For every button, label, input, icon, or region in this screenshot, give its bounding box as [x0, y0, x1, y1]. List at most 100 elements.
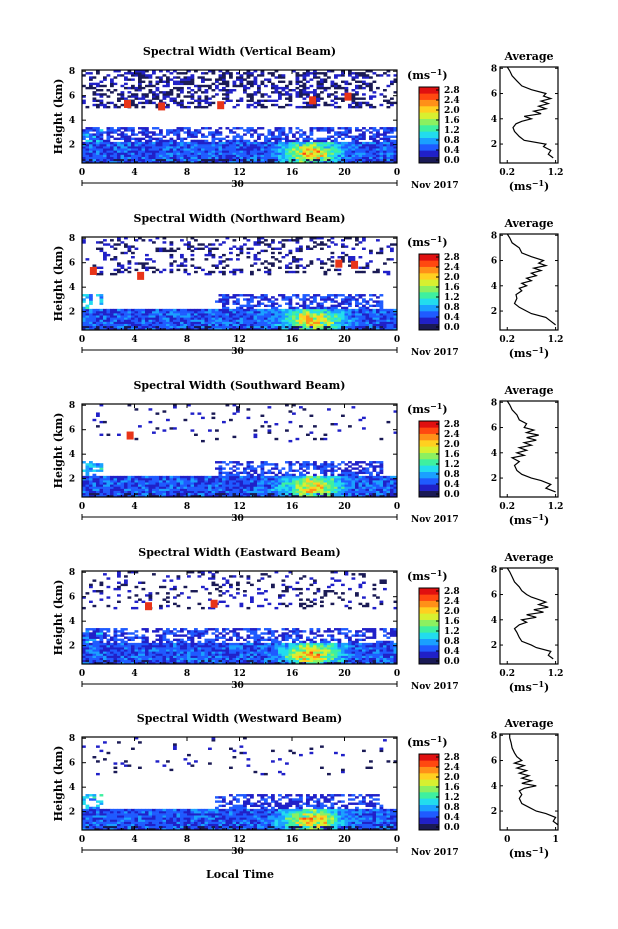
heatmap-cell: [267, 469, 272, 472]
heatmap-cell: [253, 160, 258, 164]
heatmap-cell: [152, 325, 156, 329]
heatmap-cell: [393, 321, 398, 324]
heatmap-cell: [278, 471, 282, 475]
heatmap-cell: [348, 308, 352, 312]
heatmap-cell: [348, 160, 352, 164]
heatmap-cell: [355, 156, 359, 160]
heatmap-cell: [372, 72, 377, 75]
heatmap-cell: [351, 89, 356, 92]
heatmap-cell: [176, 158, 181, 162]
heatmap-cell: [239, 135, 244, 138]
heatmap-cell: [299, 160, 303, 164]
heatmap-cell: [96, 148, 100, 151]
heatmap-cell: [348, 315, 352, 318]
heatmap-cell: [208, 323, 212, 327]
colorbar-swatch: [419, 156, 439, 164]
heatmap-cell: [309, 308, 314, 312]
heatmap-cell: [106, 150, 111, 153]
heatmap-cell: [232, 310, 237, 314]
heatmap-cell: [246, 156, 251, 160]
heatmap-cell: [243, 480, 247, 483]
heatmap-cell: [187, 101, 191, 105]
heatmap-cell: [190, 482, 195, 485]
heatmap-cell: [239, 78, 244, 81]
heatmap-cell: [99, 247, 104, 250]
heatmap-cell: [292, 317, 296, 320]
heatmap-cell: [99, 319, 104, 322]
heatmap-cell: [313, 150, 317, 153]
heatmap-cell: [344, 467, 349, 470]
heatmap-cell: [278, 143, 282, 147]
heatmap-cell: [145, 327, 149, 331]
heatmap-cell: [358, 146, 363, 149]
heatmap-cell: [82, 154, 86, 157]
heatmap-cell: [155, 82, 160, 86]
heatmap-cell: [386, 488, 391, 491]
heatmap-cell: [313, 313, 317, 316]
heatmap-cell: [306, 135, 310, 138]
heatmap-cell: [260, 327, 265, 331]
heatmap-cell: [155, 475, 160, 479]
heatmap-cell: [330, 327, 335, 331]
heatmap-cell: [355, 294, 359, 297]
heatmap-cell: [141, 72, 146, 75]
heatmap-cell: [201, 152, 205, 155]
heatmap-cell: [103, 84, 107, 88]
heatmap-cell: [390, 103, 394, 107]
heatmap-cell: [92, 317, 97, 320]
heatmap-cell: [334, 86, 338, 90]
heatmap-cell: [208, 148, 212, 151]
heatmap-cell: [348, 319, 352, 322]
heatmap-cell: [141, 477, 146, 481]
heatmap-cell: [99, 310, 104, 314]
heatmap-cell: [390, 148, 394, 151]
heatmap-cell: [124, 143, 128, 147]
heatmap-cell: [372, 310, 377, 314]
heatmap-cell: [285, 93, 289, 96]
heatmap-cell: [348, 156, 352, 160]
heatmap-cell: [176, 101, 181, 105]
heatmap-cell: [187, 315, 191, 318]
heatmap-cell: [257, 308, 261, 312]
heatmap-cell: [337, 150, 342, 153]
heatmap-cell: [351, 146, 356, 149]
heatmap-cell: [173, 317, 177, 320]
heatmap-cell: [264, 158, 268, 162]
heatmap-cell: [204, 319, 209, 322]
heatmap-cell: [103, 420, 107, 424]
heatmap-cell: [330, 103, 335, 107]
heatmap-cell: [138, 310, 142, 314]
heatmap-cell: [166, 308, 170, 312]
heatmap-cell: [127, 492, 132, 496]
heatmap-cell: [390, 143, 394, 147]
heatmap-cell: [278, 488, 282, 491]
heatmap-cell: [176, 152, 181, 155]
heatmap-cell: [85, 313, 90, 316]
heatmap-cell: [281, 494, 286, 498]
heatmap-cell: [204, 315, 209, 318]
heatmap-cell: [292, 486, 296, 489]
heatmap-cell: [99, 467, 104, 470]
heatmap-cell: [323, 298, 328, 301]
heatmap-cell: [222, 492, 226, 496]
heatmap-cell: [145, 139, 149, 143]
heatmap-cell: [306, 247, 310, 250]
heatmap-cell: [120, 264, 125, 267]
heatmap-cell: [201, 475, 205, 479]
heatmap-cell: [299, 471, 303, 475]
heatmap-cell: [330, 80, 335, 83]
heatmap-cell: [208, 152, 212, 155]
heatmap-cell: [274, 313, 279, 316]
heatmap-cell: [264, 150, 268, 153]
heatmap-cell: [201, 317, 205, 320]
heatmap-cell: [246, 70, 251, 73]
heatmap-cell: [327, 95, 331, 98]
heatmap-cell: [295, 82, 300, 86]
heatmap-cell: [222, 306, 226, 310]
heatmap-cell: [313, 91, 317, 94]
heatmap-cell: [281, 76, 286, 79]
heatmap-cell: [253, 91, 258, 94]
heatmap-cell: [89, 477, 93, 481]
heatmap-cell: [383, 262, 387, 265]
heatmap-cell: [288, 465, 293, 468]
